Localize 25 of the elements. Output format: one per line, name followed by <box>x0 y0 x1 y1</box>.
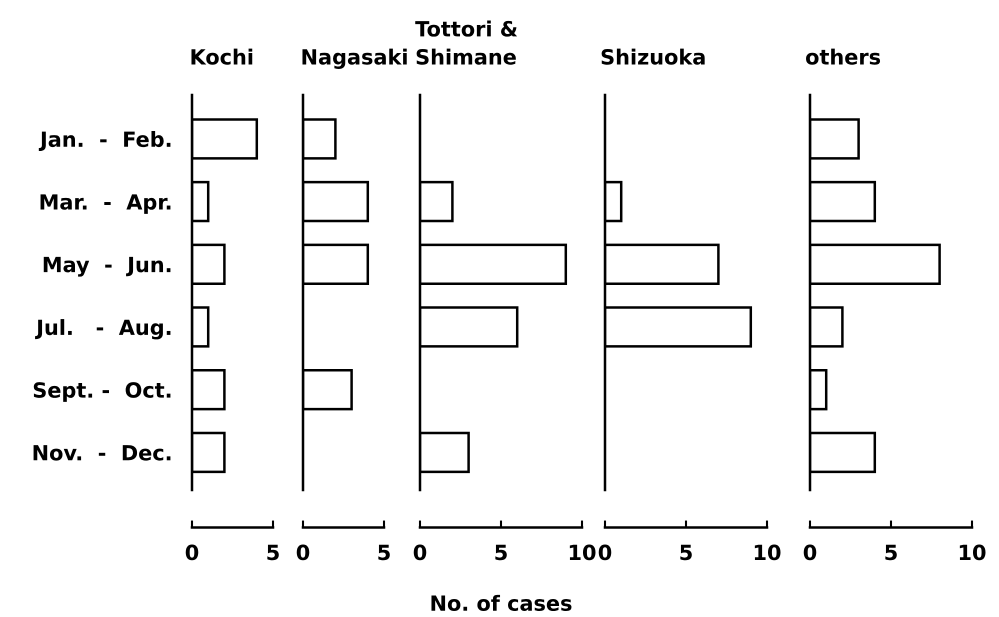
y-tick-label: Jan. - Feb. <box>38 130 170 151</box>
x-tick-label: 5 <box>885 544 897 560</box>
x-tick-label: 0 <box>296 544 310 560</box>
y-tick-label: Mar. - Apr. <box>40 194 170 214</box>
y-tick-label: Nov. - Dec. <box>34 445 170 461</box>
x-tick-label: 5 <box>267 544 279 560</box>
chart-title: Nagasaki <box>302 48 407 69</box>
y-tick-label: May - Jun. <box>44 256 170 277</box>
x-axis-title: No. of cases <box>431 594 572 612</box>
chart-title: others <box>806 48 880 65</box>
x-tick-label: 5 <box>680 544 692 560</box>
x-tick-label: 0 <box>804 544 816 560</box>
x-tick-label: 5 <box>495 544 507 560</box>
x-tick-label: 0 <box>414 544 426 560</box>
y-tick-label: Sept. - Oct. <box>34 382 170 402</box>
chart-title: Tottori & Shimane <box>415 20 518 65</box>
y-tick-label: Jul. - Aug. <box>35 319 170 340</box>
x-tick-label: 10 <box>570 544 596 560</box>
x-tick-label: 0 <box>598 544 612 560</box>
x-tick-label: 10 <box>754 544 780 560</box>
x-tick-label: 0 <box>186 544 198 560</box>
chart-title: Shizuoka <box>602 48 705 65</box>
x-tick-label: 10 <box>960 544 986 560</box>
x-tick-label: 5 <box>378 544 390 560</box>
chart-title: Kochi <box>191 48 252 65</box>
